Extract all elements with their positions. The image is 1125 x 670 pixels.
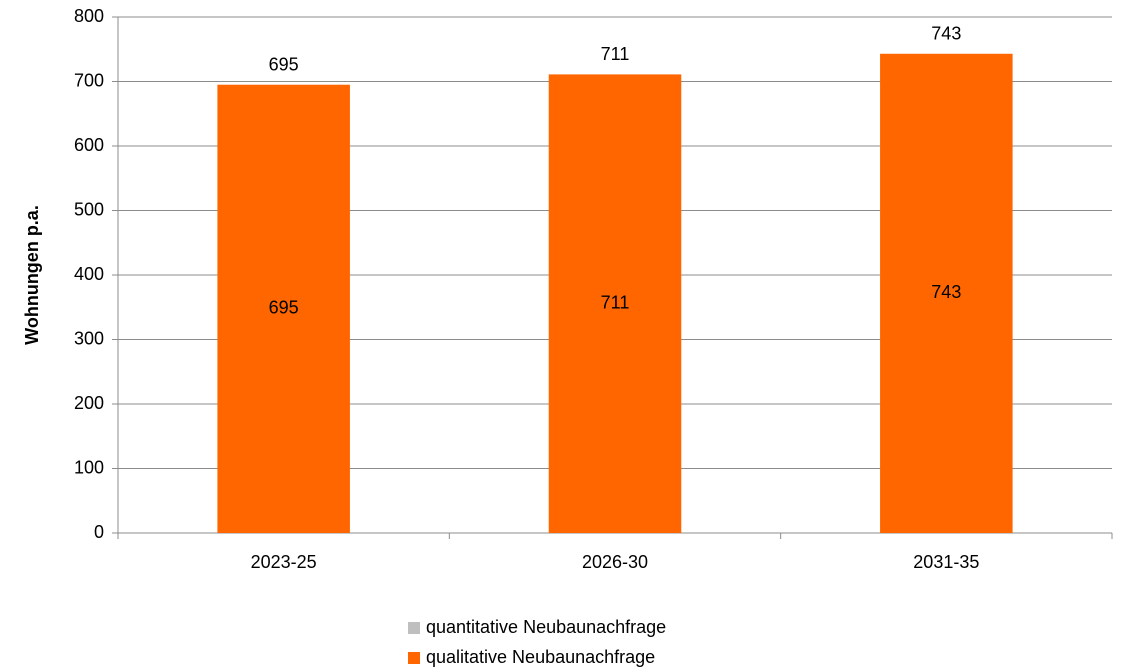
- y-tick-label: 800: [74, 6, 104, 26]
- y-tick-label: 700: [74, 70, 104, 90]
- y-tick-label: 600: [74, 135, 104, 155]
- data-label: 743: [931, 282, 961, 302]
- data-label: 711: [601, 292, 630, 312]
- y-tick-label: 300: [74, 328, 104, 348]
- total-label: 743: [931, 24, 961, 44]
- bar-segment: [217, 84, 350, 533]
- total-label: 711: [601, 44, 630, 64]
- bar-segment: [548, 74, 682, 533]
- legend-label: qualitative Neubaunachfrage: [426, 647, 655, 667]
- legend-swatch: [408, 622, 420, 634]
- x-tick-label: 2031-35: [913, 552, 979, 572]
- data-label: 695: [269, 298, 299, 318]
- x-tick-label: 2026-30: [582, 552, 648, 572]
- total-label: 695: [269, 54, 299, 74]
- x-tick-label: 2023-25: [251, 552, 317, 572]
- y-axis-label: Wohnungen p.a.: [22, 205, 42, 345]
- y-tick-label: 0: [94, 522, 104, 542]
- y-tick-label: 200: [74, 393, 104, 413]
- y-tick-label: 500: [74, 199, 104, 219]
- legend-label: quantitative Neubaunachfrage: [426, 617, 666, 637]
- y-tick-label: 400: [74, 264, 104, 284]
- legend-swatch: [408, 652, 420, 664]
- bar-segment: [880, 53, 1013, 533]
- y-tick-label: 100: [74, 457, 104, 477]
